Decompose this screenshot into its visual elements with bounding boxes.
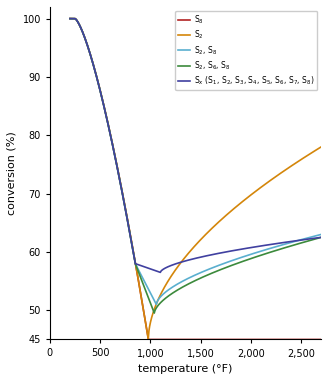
S$_x$ (S$_1$, S$_2$, S$_3$, S$_4$, S$_5$, S$_6$, S$_7$, S$_8$) xyxy=(164,265,168,270)
S$_2$, S$_8$ xyxy=(164,289,168,294)
S$_2$, S$_8$ xyxy=(314,234,318,238)
S$_2$, S$_6$, S$_8$ xyxy=(97,82,101,87)
S$_2$, S$_6$, S$_8$ xyxy=(68,16,72,21)
S$_2$, S$_6$, S$_8$ xyxy=(112,147,115,152)
X-axis label: temperature (°F): temperature (°F) xyxy=(138,364,233,374)
S$_8$ xyxy=(146,337,150,342)
S$_2$, S$_6$, S$_8$ xyxy=(314,237,318,241)
Legend: S$_8$, S$_2$, S$_2$, S$_8$, S$_2$, S$_6$, S$_8$, S$_x$ (S$_1$, S$_2$, S$_3$, S$_: S$_8$, S$_2$, S$_2$, S$_8$, S$_2$, S$_6$… xyxy=(175,11,317,90)
Line: S$_2$, S$_6$, S$_8$: S$_2$, S$_6$, S$_8$ xyxy=(70,19,321,313)
S$_8$ xyxy=(287,337,291,342)
S$_2$, S$_8$ xyxy=(68,16,72,21)
S$_x$ (S$_1$, S$_2$, S$_3$, S$_4$, S$_5$, S$_6$, S$_7$, S$_8$) xyxy=(175,261,179,266)
S$_x$ (S$_1$, S$_2$, S$_3$, S$_4$, S$_5$, S$_6$, S$_7$, S$_8$) xyxy=(68,16,72,21)
S$_2$, S$_6$, S$_8$ xyxy=(319,235,323,240)
S$_8$ xyxy=(97,82,101,86)
S$_x$ (S$_1$, S$_2$, S$_3$, S$_4$, S$_5$, S$_6$, S$_7$, S$_8$) xyxy=(314,236,318,240)
S$_2$ xyxy=(112,147,115,151)
S$_2$, S$_8$ xyxy=(319,232,323,237)
S$_8$ xyxy=(164,337,168,342)
S$_2$, S$_6$, S$_8$ xyxy=(287,244,291,249)
S$_x$ (S$_1$, S$_2$, S$_3$, S$_4$, S$_5$, S$_6$, S$_7$, S$_8$) xyxy=(97,82,101,87)
S$_8$ xyxy=(175,337,179,342)
S$_x$ (S$_1$, S$_2$, S$_3$, S$_4$, S$_5$, S$_6$, S$_7$, S$_8$) xyxy=(287,239,291,244)
S$_2$, S$_8$ xyxy=(154,302,158,307)
Line: S$_2$, S$_8$: S$_2$, S$_8$ xyxy=(70,19,321,304)
S$_8$ xyxy=(319,337,323,342)
S$_2$ xyxy=(287,165,291,170)
Line: S$_x$ (S$_1$, S$_2$, S$_3$, S$_4$, S$_5$, S$_6$, S$_7$, S$_8$): S$_x$ (S$_1$, S$_2$, S$_3$, S$_4$, S$_5$… xyxy=(70,19,321,272)
S$_8$ xyxy=(68,16,72,21)
S$_2$, S$_8$ xyxy=(97,82,101,87)
S$_2$ xyxy=(319,145,323,149)
Line: S$_8$: S$_8$ xyxy=(70,19,321,339)
S$_x$ (S$_1$, S$_2$, S$_3$, S$_4$, S$_5$, S$_6$, S$_7$, S$_8$) xyxy=(158,270,162,275)
S$_x$ (S$_1$, S$_2$, S$_3$, S$_4$, S$_5$, S$_6$, S$_7$, S$_8$) xyxy=(112,147,115,152)
S$_x$ (S$_1$, S$_2$, S$_3$, S$_4$, S$_5$, S$_6$, S$_7$, S$_8$) xyxy=(319,235,323,240)
S$_2$ xyxy=(97,82,101,86)
S$_2$ xyxy=(175,265,179,270)
Line: S$_2$: S$_2$ xyxy=(70,19,321,339)
S$_8$ xyxy=(112,147,115,151)
S$_2$ xyxy=(146,337,150,341)
S$_2$, S$_8$ xyxy=(175,282,179,287)
S$_2$, S$_8$ xyxy=(287,241,291,245)
S$_2$ xyxy=(164,282,168,286)
S$_2$, S$_8$ xyxy=(112,147,115,152)
S$_2$, S$_6$, S$_8$ xyxy=(152,311,156,315)
S$_2$ xyxy=(314,148,318,152)
S$_8$ xyxy=(314,337,318,342)
S$_2$, S$_6$, S$_8$ xyxy=(164,295,168,300)
S$_2$ xyxy=(68,16,72,21)
Y-axis label: conversion (%): conversion (%) xyxy=(7,131,17,215)
S$_2$, S$_6$, S$_8$ xyxy=(175,288,179,293)
